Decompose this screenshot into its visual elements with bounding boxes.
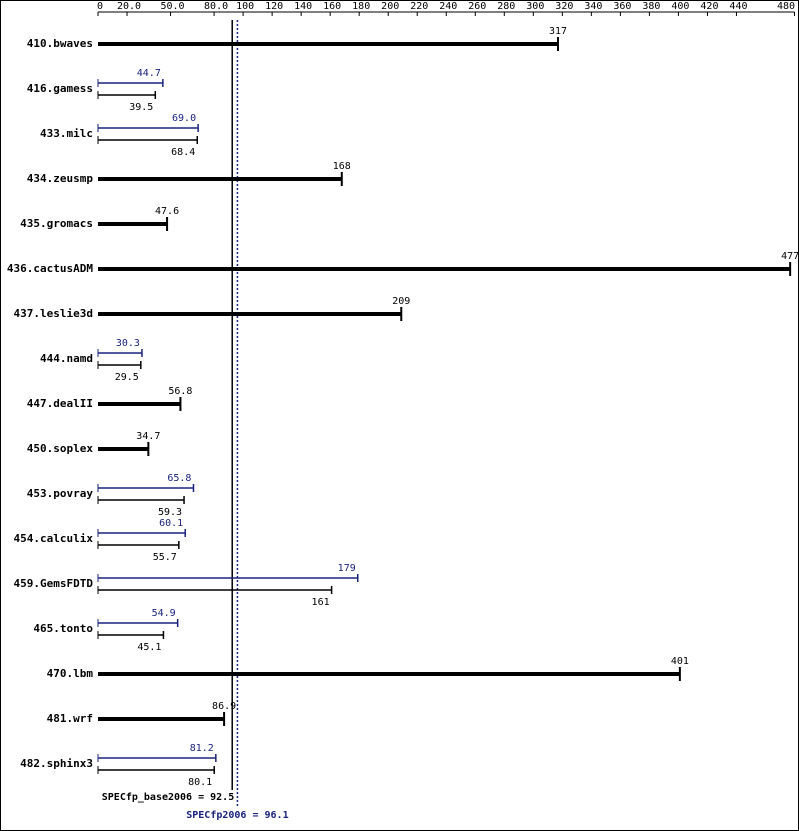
x-tick-label: 400 xyxy=(671,1,689,12)
x-tick-label: 100 xyxy=(236,1,254,12)
value-label: 86.9 xyxy=(212,701,236,712)
x-tick-label: 440 xyxy=(729,1,747,12)
value-label: 55.7 xyxy=(153,552,177,563)
category-label: 433.milc xyxy=(40,127,93,140)
x-tick-label: 240 xyxy=(439,1,457,12)
x-tick-label: 0 xyxy=(97,1,103,12)
value-label: 401 xyxy=(671,656,689,667)
value-label: 34.7 xyxy=(136,431,160,442)
value-label: 68.4 xyxy=(171,147,195,158)
x-tick-label: 480 xyxy=(777,1,795,12)
x-tick-label: 280 xyxy=(497,1,515,12)
value-label: 69.0 xyxy=(172,113,196,124)
x-tick-label: 260 xyxy=(468,1,486,12)
category-label: 444.namd xyxy=(40,352,93,365)
x-tick-label: 420 xyxy=(700,1,718,12)
category-label: 465.tonto xyxy=(33,622,93,635)
category-label: 436.cactusADM xyxy=(7,262,93,275)
value-label: 161 xyxy=(312,597,330,608)
x-tick-label: 200 xyxy=(381,1,399,12)
value-label: 168 xyxy=(333,161,351,172)
x-tick-label: 320 xyxy=(555,1,573,12)
category-label: 410.bwaves xyxy=(27,37,93,50)
category-label: 470.lbm xyxy=(47,667,94,680)
category-label: 434.zeusmp xyxy=(27,172,94,185)
value-label: 54.9 xyxy=(152,608,176,619)
value-label: 29.5 xyxy=(115,372,139,383)
x-tick-label: 180 xyxy=(352,1,370,12)
x-tick-label: 380 xyxy=(642,1,660,12)
x-tick-label: 140 xyxy=(294,1,312,12)
value-label: 39.5 xyxy=(129,102,153,113)
value-label: 80.1 xyxy=(188,777,212,788)
category-label: 437.leslie3d xyxy=(14,307,93,320)
category-label: 454.calculix xyxy=(14,532,94,545)
category-label: 450.soplex xyxy=(27,442,94,455)
value-label: 30.3 xyxy=(116,338,140,349)
category-label: 435.gromacs xyxy=(20,217,93,230)
category-label: 447.dealII xyxy=(27,397,93,410)
value-label: 317 xyxy=(549,26,567,37)
value-label: 44.7 xyxy=(137,68,161,79)
x-tick-label: 20.0 xyxy=(117,1,141,12)
category-label: 416.gamess xyxy=(27,82,93,95)
value-label: 209 xyxy=(392,296,410,307)
x-tick-label: 340 xyxy=(584,1,602,12)
value-label: 59.3 xyxy=(158,507,182,518)
reference-label: SPECfp_base2006 = 92.5 xyxy=(102,792,234,803)
category-label: 481.wrf xyxy=(47,712,93,725)
category-label: 482.sphinx3 xyxy=(20,757,93,770)
x-tick-label: 50.0 xyxy=(161,1,185,12)
value-label: 56.8 xyxy=(168,386,192,397)
x-tick-label: 160 xyxy=(323,1,341,12)
reference-label: SPECfp2006 = 96.1 xyxy=(186,810,288,821)
value-label: 45.1 xyxy=(137,642,161,653)
value-label: 81.2 xyxy=(190,743,214,754)
value-label: 65.8 xyxy=(167,473,191,484)
value-label: 47.6 xyxy=(155,206,179,217)
x-tick-label: 120 xyxy=(265,1,283,12)
category-label: 459.GemsFDTD xyxy=(14,577,94,590)
x-tick-label: 360 xyxy=(613,1,631,12)
x-tick-label: 220 xyxy=(410,1,428,12)
value-label: 477 xyxy=(781,251,799,262)
x-tick-label: 80.0 xyxy=(204,1,228,12)
value-label: 179 xyxy=(338,563,356,574)
x-tick-label: 300 xyxy=(526,1,544,12)
category-label: 453.povray xyxy=(27,487,94,500)
value-label: 60.1 xyxy=(159,518,183,529)
